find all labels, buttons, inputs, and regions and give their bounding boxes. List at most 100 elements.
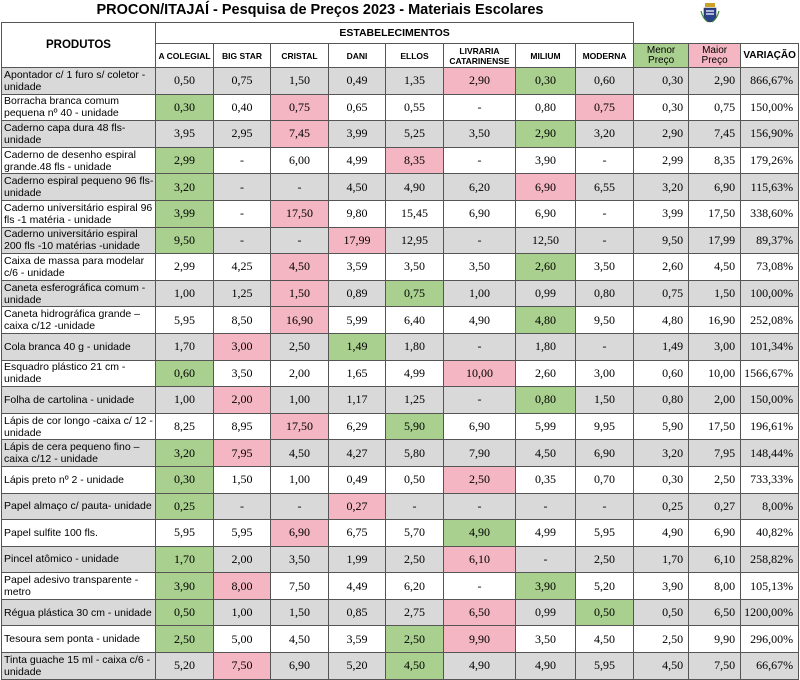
price-cell: 8,95 bbox=[213, 412, 271, 441]
min-price: 4,50 bbox=[633, 652, 690, 680]
price-cell: 5,25 bbox=[385, 120, 444, 148]
price-cell: 6,29 bbox=[328, 412, 386, 441]
variation: 1200,00% bbox=[740, 598, 800, 627]
price-cell: 3,59 bbox=[328, 625, 386, 654]
price-cell: 4,50 bbox=[270, 625, 329, 654]
table-row: Caneta esferográfica comum - unidade 1,00… bbox=[1, 279, 800, 308]
product-name: Caderno universitário espiral 96 fls -1 … bbox=[1, 199, 156, 228]
max-price: 0,75 bbox=[688, 93, 742, 122]
price-cell: - bbox=[574, 226, 635, 255]
table-row: Apontador c/ 1 furo s/ coletor - unidade… bbox=[1, 67, 800, 95]
price-cell: 4,90 bbox=[443, 519, 516, 547]
max-price: 3,00 bbox=[688, 332, 742, 361]
price-cell: 8,50 bbox=[213, 306, 271, 334]
price-cell: 6,90 bbox=[443, 412, 516, 441]
price-cell: 2,95 bbox=[213, 120, 271, 148]
variation: 258,82% bbox=[740, 545, 800, 574]
header-cell: PRODUTOS bbox=[1, 22, 156, 68]
max-price: 2,50 bbox=[688, 465, 742, 494]
price-cell: 3,90 bbox=[515, 146, 576, 175]
price-cell: 0,89 bbox=[328, 279, 386, 308]
price-cell: - bbox=[515, 492, 576, 521]
price-cell: 1,50 bbox=[270, 598, 329, 627]
price-cell: 5,95 bbox=[574, 652, 635, 680]
price-cell: 0,75 bbox=[385, 279, 444, 308]
price-cell: 3,20 bbox=[574, 120, 635, 148]
price-cell: 2,50 bbox=[385, 545, 444, 574]
max-price: 7,50 bbox=[688, 652, 742, 680]
price-cell: 7,90 bbox=[443, 439, 516, 467]
price-cell: 0,80 bbox=[515, 93, 576, 122]
price-cell: 1,50 bbox=[270, 67, 329, 95]
price-cell: 3,50 bbox=[515, 625, 576, 654]
price-cell: 3,00 bbox=[213, 332, 271, 361]
price-cell: 5,90 bbox=[385, 412, 444, 441]
price-cell: 6,20 bbox=[443, 173, 516, 201]
price-cell: 2,75 bbox=[385, 598, 444, 627]
table-row: Caneta hidrográfica grande – caixa c/12 … bbox=[1, 306, 800, 334]
price-cell: 0,49 bbox=[328, 465, 386, 494]
min-price: 2,60 bbox=[633, 253, 690, 281]
price-cell: 0,80 bbox=[515, 386, 576, 414]
price-cell: 3,99 bbox=[328, 120, 386, 148]
price-cell: 6,90 bbox=[515, 199, 576, 228]
variation: 40,82% bbox=[740, 519, 800, 547]
price-cell: 0,70 bbox=[574, 465, 635, 494]
crest bbox=[700, 3, 720, 23]
price-cell: 0,49 bbox=[328, 67, 386, 95]
price-cell: 1,50 bbox=[574, 386, 635, 414]
variation: 148,44% bbox=[740, 439, 800, 467]
price-cell: 5,00 bbox=[213, 625, 271, 654]
min-price: 2,99 bbox=[633, 146, 690, 175]
table-row: Caderno capa dura 48 fls-unidade 3,95 2,95… bbox=[1, 120, 800, 148]
product-name: Tinta guache 15 ml - caixa c/6 - unidade bbox=[1, 652, 156, 680]
header-cell: Menor Preço bbox=[633, 43, 690, 68]
product-name: Caderno espiral pequeno 96 fls-unidade bbox=[1, 173, 156, 201]
header-cell: Maior Preço bbox=[688, 43, 742, 68]
header-spacer bbox=[633, 22, 799, 44]
price-cell: - bbox=[443, 572, 516, 600]
variation: 89,37% bbox=[740, 226, 800, 255]
price-cell: 3,50 bbox=[443, 253, 516, 281]
min-price: 3,20 bbox=[633, 173, 690, 201]
max-price: 8,00 bbox=[688, 572, 742, 600]
price-cell: 8,35 bbox=[385, 146, 444, 175]
product-name: Caderno de desenho espiral grande.48 fls… bbox=[1, 146, 156, 175]
price-cell: 3,59 bbox=[328, 253, 386, 281]
variation: 105,13% bbox=[740, 572, 800, 600]
product-name: Esquadro plástico 21 cm - unidade bbox=[1, 359, 156, 388]
price-cell: 6,90 bbox=[443, 199, 516, 228]
price-cell: 12,50 bbox=[515, 226, 576, 255]
min-price: 0,80 bbox=[633, 386, 690, 414]
table-row: Esquadro plástico 21 cm - unidade 0,60 3,5… bbox=[1, 359, 800, 388]
price-cell: 0,99 bbox=[515, 279, 576, 308]
price-cell: 6,90 bbox=[574, 439, 635, 467]
product-name: Apontador c/ 1 furo s/ coletor - unidade bbox=[1, 67, 156, 95]
min-price: 0,75 bbox=[633, 279, 690, 308]
price-cell: 1,25 bbox=[213, 279, 271, 308]
price-cell: 0,60 bbox=[574, 67, 635, 95]
min-price: 0,50 bbox=[633, 598, 690, 627]
price-cell: 7,95 bbox=[213, 439, 271, 467]
price-cell: 0,40 bbox=[213, 93, 271, 122]
table-row: Papel adesivo transparente - metro 3,90 8,… bbox=[1, 572, 800, 600]
price-cell: 1,65 bbox=[328, 359, 386, 388]
price-cell: 6,00 bbox=[270, 146, 329, 175]
max-price: 16,90 bbox=[688, 306, 742, 334]
product-name: Cola branca 40 g - unidade bbox=[1, 332, 156, 361]
product-name: Caderno universitário espiral 200 fls -1… bbox=[1, 226, 156, 255]
price-cell: 4,27 bbox=[328, 439, 386, 467]
max-price: 10,00 bbox=[688, 359, 742, 388]
price-cell: - bbox=[515, 545, 576, 574]
price-cell: 6,90 bbox=[515, 173, 576, 201]
price-cell: 0,65 bbox=[328, 93, 386, 122]
max-price: 9,90 bbox=[688, 625, 742, 654]
max-price: 17,50 bbox=[688, 199, 742, 228]
price-cell: 0,75 bbox=[574, 93, 635, 122]
price-cell: - bbox=[574, 492, 635, 521]
table-row: Pincel atômico - unidade 1,70 2,00 3,50 1,99… bbox=[1, 545, 800, 574]
price-cell: 3,90 bbox=[155, 572, 214, 600]
price-cell: 1,00 bbox=[155, 386, 214, 414]
min-price: 5,90 bbox=[633, 412, 690, 441]
max-price: 6,90 bbox=[688, 173, 742, 201]
